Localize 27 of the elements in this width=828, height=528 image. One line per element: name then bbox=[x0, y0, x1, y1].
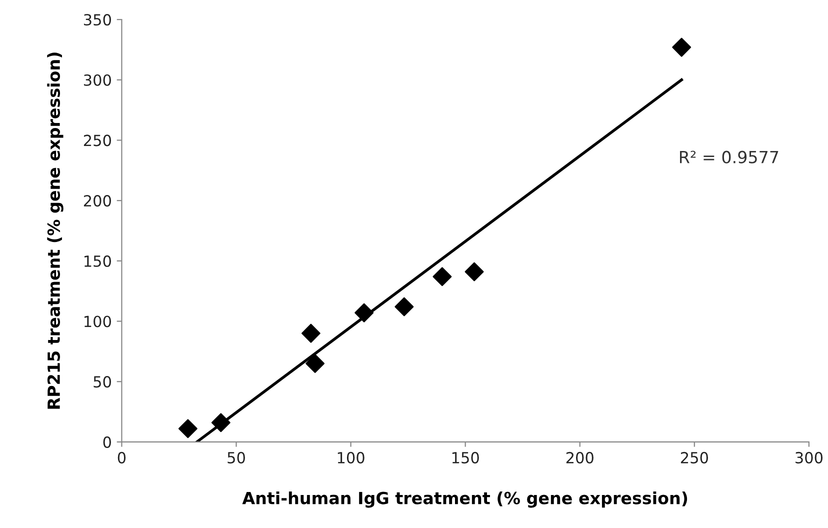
point bbox=[178, 419, 198, 438]
point bbox=[211, 413, 230, 432]
annotation: R² = 0.9577 bbox=[680, 150, 778, 164]
y-axis-title: RP215 treatment (% gene expression) bbox=[47, 52, 64, 409]
point bbox=[301, 324, 320, 343]
x-tick-label: 150 bbox=[452, 452, 479, 464]
y-tick-label: 300 bbox=[84, 74, 111, 86]
y-tick-label: 100 bbox=[84, 316, 111, 328]
x-tick-label: 0 bbox=[118, 452, 126, 464]
x-tick-label: 200 bbox=[566, 452, 594, 464]
point bbox=[464, 262, 484, 282]
x-tick-label: 100 bbox=[338, 452, 364, 464]
y-tick-label: 150 bbox=[84, 255, 111, 267]
point bbox=[354, 303, 374, 322]
y-tick-label: 50 bbox=[94, 376, 111, 388]
y-tick-label: 350 bbox=[84, 14, 111, 26]
point bbox=[432, 267, 452, 286]
point bbox=[306, 354, 325, 373]
y-tick-label: 200 bbox=[84, 195, 111, 207]
y-tick-label: 0 bbox=[103, 436, 111, 448]
x-tick-label: 300 bbox=[796, 452, 823, 464]
point bbox=[672, 38, 692, 57]
y-tick-label: 250 bbox=[84, 134, 111, 146]
x-tick-label: 50 bbox=[228, 452, 245, 464]
x-axis-title: Anti-human IgG treatment (% gene expression) bbox=[242, 491, 688, 508]
point bbox=[394, 297, 414, 316]
x-tick-label: 250 bbox=[680, 452, 708, 464]
